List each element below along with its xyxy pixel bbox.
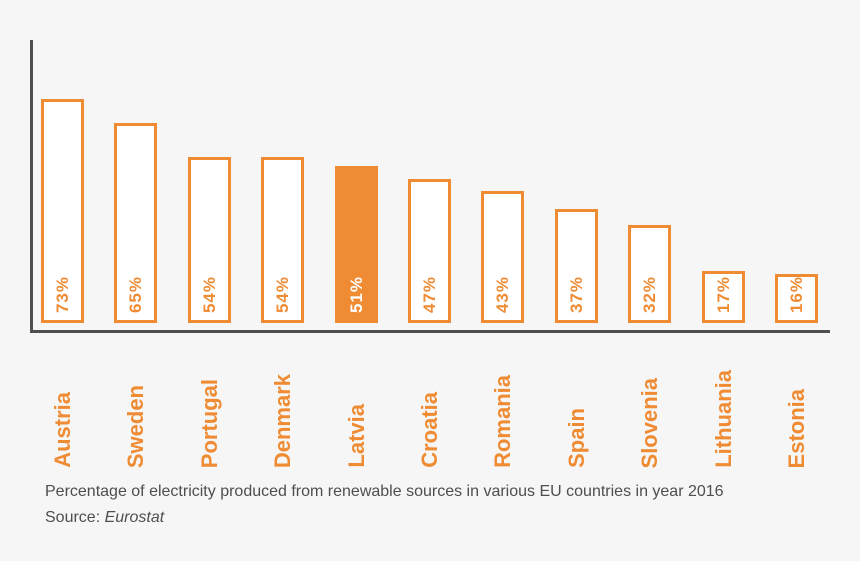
category-cell: Lithuania	[702, 340, 745, 468]
x-axis-line	[30, 330, 830, 333]
bar-value-label: 51%	[346, 275, 366, 313]
category-cell: Portugal	[188, 340, 231, 468]
category-label-latvia: Latvia	[343, 404, 369, 468]
category-cell: Romania	[481, 340, 524, 468]
bar-lithuania: 17%	[702, 271, 745, 323]
y-axis-line	[30, 40, 33, 333]
source-label: Source:	[45, 509, 101, 526]
bar-value-label: 43%	[492, 275, 512, 313]
category-label-slovenia: Slovenia	[636, 377, 662, 468]
bar-denmark: 54%	[261, 157, 304, 323]
bar-value-label: 32%	[639, 275, 659, 313]
bar-spain: 37%	[555, 209, 598, 323]
category-cell: Estonia	[775, 340, 818, 468]
bar-value-label: 37%	[566, 275, 586, 313]
bar-slovenia: 32%	[628, 225, 671, 323]
bar-estonia: 16%	[775, 274, 818, 323]
category-label-lithuania: Lithuania	[710, 370, 736, 468]
category-cell: Austria	[41, 340, 84, 468]
bar-latvia: 51%	[335, 166, 378, 323]
category-cell: Spain	[555, 340, 598, 468]
category-cell: Sweden	[114, 340, 157, 468]
bar-austria: 73%	[41, 99, 84, 323]
bar-value-label: 73%	[52, 275, 72, 313]
source-value: Eurostat	[104, 509, 165, 526]
category-label-austria: Austria	[49, 392, 75, 468]
bar-sweden: 65%	[114, 123, 157, 323]
bar-portugal: 54%	[188, 157, 231, 323]
category-label-denmark: Denmark	[269, 373, 295, 468]
category-label-estonia: Estonia	[783, 388, 809, 468]
bar-value-label: 47%	[419, 275, 439, 313]
bar-value-label: 65%	[125, 275, 145, 313]
category-label-romania: Romania	[489, 375, 515, 468]
category-cell: Croatia	[408, 340, 451, 468]
category-cell: Slovenia	[628, 340, 671, 468]
bar-croatia: 47%	[408, 179, 451, 323]
category-label-portugal: Portugal	[196, 378, 222, 468]
bar-romania: 43%	[481, 191, 524, 323]
category-cell: Latvia	[335, 340, 378, 468]
category-label-croatia: Croatia	[416, 392, 442, 468]
bar-value-label: 54%	[272, 275, 292, 313]
caption-title: Percentage of electricity produced from …	[45, 483, 724, 500]
bar-value-label: 54%	[199, 275, 219, 313]
bar-value-label: 16%	[786, 275, 806, 313]
bar-value-label: 17%	[713, 275, 733, 313]
chart-caption: Percentage of electricity produced from …	[45, 479, 724, 531]
caption-source: Source: Eurostat	[45, 505, 724, 531]
category-cell: Denmark	[261, 340, 304, 468]
category-label-spain: Spain	[563, 408, 589, 468]
category-label-sweden: Sweden	[122, 384, 148, 468]
